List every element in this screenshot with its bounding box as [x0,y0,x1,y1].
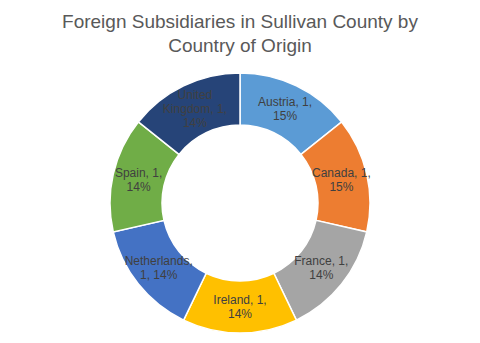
svg-text:Netherlands,1, 14%: Netherlands,1, 14% [125,254,193,282]
svg-text:Ireland, 1,14%: Ireland, 1,14% [213,293,266,321]
svg-text:Canada, 1,15%: Canada, 1,15% [312,166,371,194]
svg-text:Spain, 1,14%: Spain, 1,14% [115,166,162,194]
svg-text:UnitedKingdom, 1,14%: UnitedKingdom, 1,14% [163,88,227,130]
svg-text:France, 1,14%: France, 1,14% [294,254,348,282]
html-text:Foreign Subsidiaries in Sulliv: Foreign Subsidiaries in Sullivan County … [62,11,418,56]
svg-text:Austria, 1,15%: Austria, 1,15% [258,95,312,123]
